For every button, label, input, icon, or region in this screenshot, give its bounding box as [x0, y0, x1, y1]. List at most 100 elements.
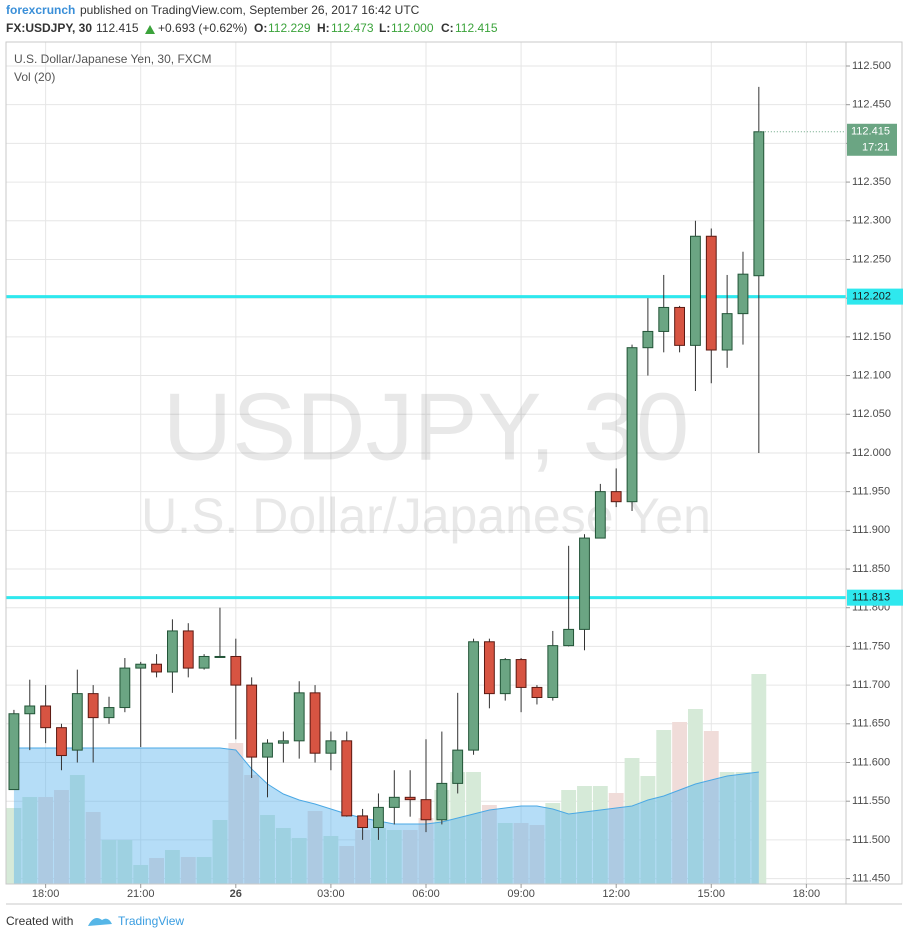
publisher[interactable]: forexcrunch [6, 3, 75, 17]
volume-bar [180, 857, 196, 884]
y-tick-label: 111.950 [852, 486, 890, 498]
volume-bar [228, 743, 244, 884]
candle-body [690, 235, 701, 346]
volume-bar [323, 836, 339, 884]
candle-body [626, 347, 638, 503]
candle-body [737, 273, 749, 315]
volume-bar [513, 823, 529, 884]
l: 112.000 [391, 21, 434, 35]
volume-bar [450, 772, 466, 884]
candle-body [468, 641, 479, 751]
volume-bar [371, 828, 386, 884]
candle-body [674, 306, 685, 346]
volume-bar [418, 818, 434, 884]
candle-body [531, 686, 543, 698]
x-tick-label: 21:00 [127, 888, 155, 900]
candle-body [404, 796, 416, 801]
change: +0.693 (+0.62%) [158, 21, 247, 35]
volume-bar [149, 858, 164, 884]
candle-body [214, 655, 226, 658]
volume-title: Vol (20) [14, 70, 55, 84]
volume-bar [656, 730, 672, 884]
l-label: L: [379, 21, 390, 35]
last-price-label: 112.415 [851, 126, 890, 138]
volume-bar [751, 674, 767, 884]
footer-brand[interactable]: TradingView [118, 914, 184, 928]
candle-body [325, 740, 337, 754]
y-tick-label: 112.050 [852, 408, 891, 420]
level-tag [847, 589, 903, 606]
symbol: FX:USDJPY, 30 [6, 21, 92, 35]
candle-body [246, 684, 258, 758]
footer-created: Created with [6, 914, 73, 928]
candle-body [452, 749, 464, 784]
volume-bar [54, 790, 69, 884]
candle-body [103, 707, 115, 719]
up-arrow [145, 25, 155, 34]
volume-bar [703, 731, 719, 884]
y-tick-label: 111.750 [852, 640, 890, 652]
candle-body [610, 491, 622, 503]
y-tick-label: 111.450 [852, 872, 890, 884]
volume-bar [735, 772, 751, 884]
volume-bar [38, 797, 54, 884]
volume-ma-line [13, 747, 759, 825]
volume-bar [212, 820, 228, 884]
candle-body [182, 630, 194, 669]
c-label: C: [441, 21, 454, 35]
x-tick-label: 03:00 [317, 888, 345, 900]
candle-body [753, 131, 765, 277]
candle-body [8, 713, 20, 791]
plot-frame [5, 41, 903, 885]
last: 112.415 [96, 21, 139, 35]
volume-bar [640, 776, 656, 884]
watermark-sub: U.S. Dollar/Japanese Yen [141, 488, 711, 544]
level-tag [847, 288, 903, 305]
candle-body [388, 796, 400, 808]
candle-body [483, 641, 495, 695]
candle-body [373, 806, 384, 829]
volume-bar [355, 830, 371, 884]
y-tick-label: 111.600 [852, 756, 890, 768]
y-tick-label: 112.150 [852, 331, 891, 343]
volume-bar [608, 793, 624, 884]
h-label: H: [317, 21, 330, 35]
candle-body [420, 799, 432, 821]
candle-body [705, 235, 717, 351]
volume-bar [85, 812, 101, 884]
candle-body [277, 740, 289, 744]
candle-body [658, 306, 670, 332]
candle-body [642, 330, 654, 349]
y-tick-label: 112.450 [852, 99, 891, 111]
volume-bar [339, 846, 355, 884]
candle-body [262, 742, 273, 758]
volume-bar [577, 786, 592, 884]
y-tick-label: 111.700 [852, 679, 890, 691]
volume-bar [291, 838, 307, 884]
candle-body [56, 727, 67, 757]
candle-body [119, 667, 131, 709]
volume-bar [402, 830, 418, 884]
y-tick-label: 112.100 [852, 369, 891, 381]
y-tick-label: 112.000 [852, 447, 891, 459]
volume-bar [260, 815, 275, 884]
volume-ma-area [13, 748, 759, 884]
legend-title: U.S. Dollar/Japanese Yen, 30, FXCM [14, 52, 211, 66]
y-tick-label: 112.500 [852, 60, 891, 72]
x-tick-label: 15:00 [698, 888, 726, 900]
x-tick-label: 26 [230, 888, 242, 900]
volume-bar [22, 797, 38, 884]
candle-body [721, 313, 733, 351]
volume-bar [275, 828, 291, 884]
candle-body [594, 491, 606, 539]
candle-body [341, 740, 353, 817]
y-tick-label: 112.250 [852, 253, 891, 265]
volume-bar [497, 823, 513, 884]
x-tick-label: 12:00 [602, 888, 630, 900]
candle-body [309, 692, 321, 754]
y-tick-label: 111.650 [852, 718, 890, 730]
volume-bar [386, 830, 402, 884]
candle-body [87, 693, 99, 719]
